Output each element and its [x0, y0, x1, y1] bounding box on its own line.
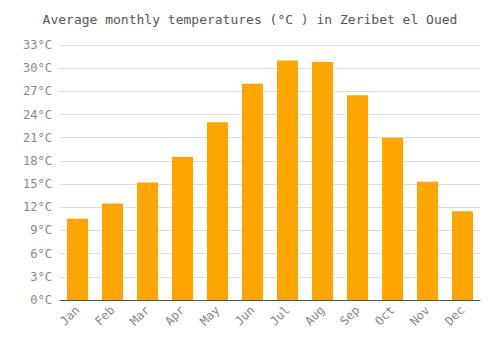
svg-text:Aug: Aug — [302, 303, 327, 328]
svg-text:12°C: 12°C — [23, 200, 52, 214]
svg-text:18°C: 18°C — [23, 154, 52, 168]
svg-text:6°C: 6°C — [30, 247, 52, 261]
svg-text:33°C: 33°C — [23, 38, 52, 52]
svg-text:0°C: 0°C — [30, 293, 52, 307]
svg-text:3°C: 3°C — [30, 270, 52, 284]
svg-text:Mar: Mar — [127, 303, 152, 328]
svg-text:Jan: Jan — [57, 303, 82, 328]
svg-text:Jul: Jul — [267, 303, 292, 328]
svg-text:24°C: 24°C — [23, 108, 52, 122]
svg-text:27°C: 27°C — [23, 84, 52, 98]
svg-text:Apr: Apr — [162, 303, 187, 328]
svg-text:21°C: 21°C — [23, 131, 52, 145]
svg-text:Jun: Jun — [232, 303, 257, 328]
svg-text:Nov: Nov — [407, 303, 432, 328]
svg-text:15°C: 15°C — [23, 177, 52, 191]
svg-text:Oct: Oct — [372, 303, 397, 328]
svg-text:Average monthly temperatures (: Average monthly temperatures (°C ) in Ze… — [43, 12, 458, 27]
svg-text:9°C: 9°C — [30, 223, 52, 237]
svg-text:30°C: 30°C — [23, 61, 52, 75]
svg-text:Sep: Sep — [337, 303, 362, 328]
svg-text:Feb: Feb — [92, 303, 117, 328]
svg-text:Dec: Dec — [442, 303, 467, 328]
svg-text:May: May — [197, 303, 222, 328]
